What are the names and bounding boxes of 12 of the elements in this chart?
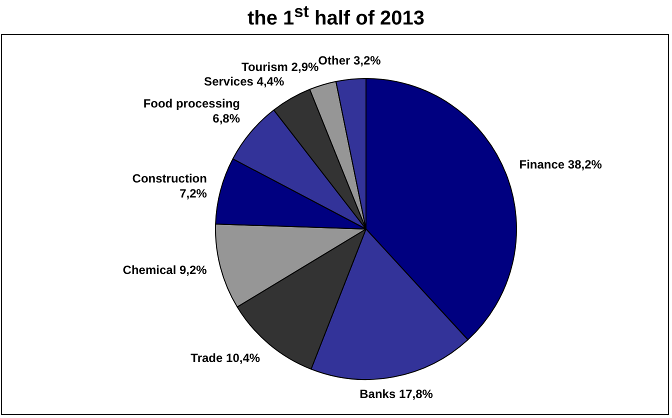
slice-label: Tourism 2,9% bbox=[242, 60, 319, 74]
chart-title: the 1$^{st}$ half of 2013 bbox=[246, 2, 426, 31]
slice-label: Trade 10,4% bbox=[190, 351, 260, 366]
slice-label: Banks 17,8% bbox=[360, 387, 434, 401]
slice-label: Services 4,4% bbox=[204, 74, 284, 89]
data-label: 7,2% bbox=[180, 186, 208, 201]
data-label: 6,8% bbox=[212, 112, 240, 126]
slice-label: Other 3,2% bbox=[318, 54, 382, 68]
slice-label: Food processing bbox=[143, 96, 240, 111]
slice-label: Finance 38,2% bbox=[519, 158, 602, 172]
slice-label: Construction bbox=[132, 172, 207, 186]
slice-label: Chemical 9,2% bbox=[122, 262, 208, 277]
